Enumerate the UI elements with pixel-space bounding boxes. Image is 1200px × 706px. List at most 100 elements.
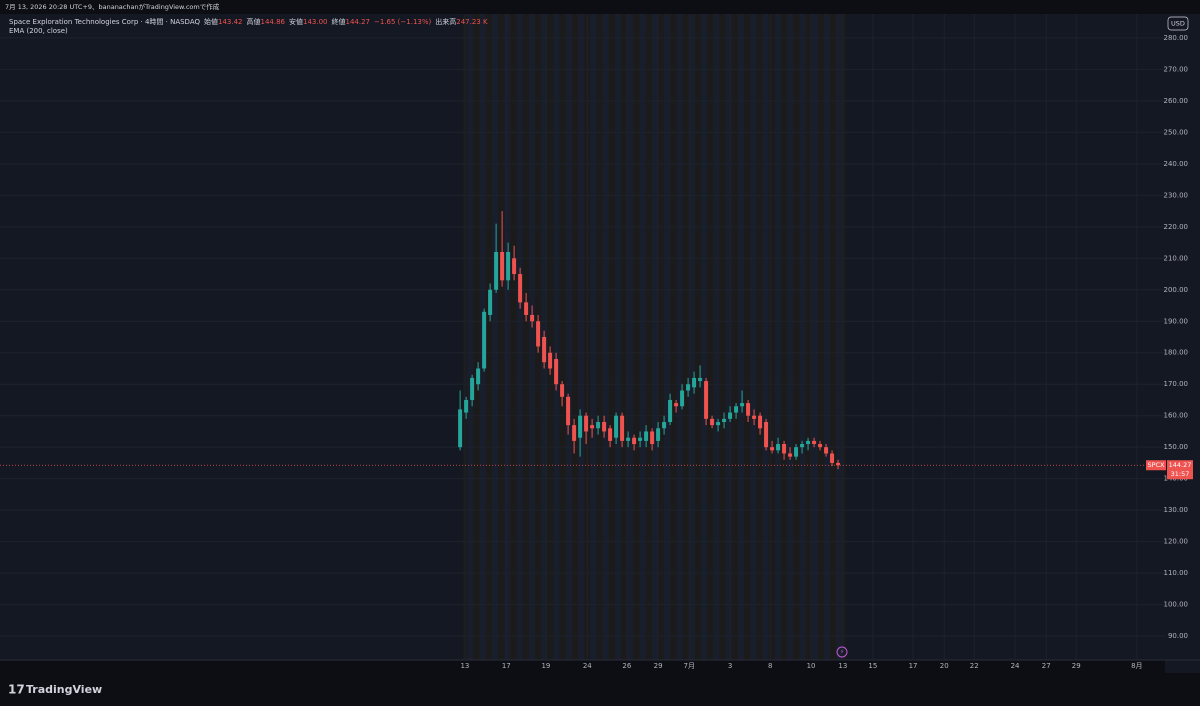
candle-body <box>530 314 535 322</box>
x-tick-label: 17 <box>909 662 918 670</box>
candle-body <box>596 422 601 429</box>
candle-body <box>668 399 673 422</box>
candle-body <box>836 462 841 466</box>
last-price-label: 144.27 <box>1169 461 1192 469</box>
candle-body <box>488 289 493 315</box>
y-tick-label: 270.00 <box>1164 65 1189 73</box>
candle-body <box>770 447 775 451</box>
event-icon-glyph[interactable]: ⚡ <box>840 649 844 656</box>
candle-body <box>518 274 523 303</box>
x-tick-label: 24 <box>1011 662 1020 670</box>
candle-body <box>662 422 667 429</box>
candle-body <box>734 406 739 413</box>
y-tick-label: 250.00 <box>1164 128 1189 136</box>
top-bar <box>0 0 1200 14</box>
y-tick-label: 260.00 <box>1164 97 1189 105</box>
x-tick-label: 8 <box>768 662 772 670</box>
candle-body <box>590 425 595 429</box>
x-tick-label: 7月 <box>684 662 695 670</box>
candle-body <box>458 409 463 448</box>
candle-body <box>536 321 541 347</box>
candle-body <box>704 381 709 419</box>
x-tick-label: 17 <box>502 662 511 670</box>
candle-body <box>584 415 589 432</box>
candle-body <box>752 415 757 419</box>
currency-box[interactable] <box>1167 16 1189 31</box>
candle-body <box>464 399 469 413</box>
candle-body <box>560 384 565 397</box>
quote-value: 144.27 <box>346 18 371 26</box>
brand-logo[interactable]: 17 <box>8 683 25 697</box>
candle-body <box>740 403 745 407</box>
candle-body <box>524 302 529 315</box>
candle-body <box>728 412 733 419</box>
candle-body <box>572 425 577 441</box>
y-tick-label: 90.00 <box>1168 632 1188 640</box>
candle-body <box>686 384 691 391</box>
currency[interactable]: USD <box>1171 20 1185 28</box>
y-tick-label: 230.00 <box>1164 191 1189 199</box>
symbol-label: SPCX <box>1147 461 1165 469</box>
candle-body <box>542 337 547 363</box>
quote-label: 終値 <box>332 17 346 26</box>
candle-body <box>644 431 649 441</box>
candle-body <box>788 453 793 457</box>
session-shading <box>463 14 846 660</box>
candle-body <box>722 418 727 422</box>
quote-value: 144.86 <box>261 18 286 26</box>
candle-body <box>650 431 655 445</box>
symbol-title: Space Exploration Technologies Corp · 4時… <box>9 18 200 26</box>
event-icon[interactable] <box>836 646 848 658</box>
caption: 7月 13, 2026 20:28 UTC+9、bananachanがTradi… <box>5 2 220 11</box>
candle-body <box>470 377 475 400</box>
candle-body <box>794 447 799 457</box>
x-tick-label: 13 <box>838 662 847 670</box>
y-tick-label: 170.00 <box>1164 380 1189 388</box>
x-tick-label: 26 <box>622 662 631 670</box>
candle-body <box>476 368 481 385</box>
brand[interactable]: TradingView <box>26 683 102 696</box>
y-tick-label: 200.00 <box>1164 286 1189 294</box>
candle-body <box>578 415 583 438</box>
candle-body <box>566 396 571 426</box>
x-tick-label: 15 <box>868 662 877 670</box>
candle-body <box>818 444 823 448</box>
candle-body <box>500 252 505 281</box>
y-tick-label: 150.00 <box>1164 443 1189 451</box>
candle-body <box>638 437 643 441</box>
price-tag <box>1167 460 1193 480</box>
y-tick-label: 280.00 <box>1164 34 1189 42</box>
x-tick-label: 20 <box>940 662 949 670</box>
quote-label: 安値 <box>289 17 303 26</box>
y-tick-label: 120.00 <box>1164 538 1189 546</box>
candle-body <box>764 422 769 448</box>
candle-body <box>680 390 685 407</box>
candle-body <box>776 444 781 451</box>
x-tick-label: 24 <box>583 662 592 670</box>
candle-body <box>548 352 553 369</box>
y-tick-label: 110.00 <box>1164 569 1189 577</box>
y-tick-label: 180.00 <box>1164 349 1189 357</box>
countdown: 31:57 <box>1171 470 1190 478</box>
x-tick-label: 3 <box>728 662 732 670</box>
candle-body <box>506 252 511 281</box>
candle-body <box>806 440 811 445</box>
candle-body <box>746 403 751 416</box>
x-tick-label: 29 <box>654 662 663 670</box>
candle-body <box>758 415 763 429</box>
candle-body <box>698 377 703 382</box>
y-tick-label: 240.00 <box>1164 160 1189 168</box>
quote-value: 143.00 <box>303 18 328 26</box>
candle-body <box>812 440 817 445</box>
candle-body <box>626 437 631 441</box>
y-tick-label: 220.00 <box>1164 223 1189 231</box>
symbol-tag <box>1146 460 1166 471</box>
y-tick-label: 210.00 <box>1164 254 1189 262</box>
y-tick-label: 130.00 <box>1164 506 1189 514</box>
candle-body <box>656 428 661 441</box>
y-tick-label: 100.00 <box>1164 601 1189 609</box>
x-tick-label: 13 <box>460 662 469 670</box>
x-tick-label: 19 <box>541 662 550 670</box>
x-tick-label: 22 <box>970 662 979 670</box>
